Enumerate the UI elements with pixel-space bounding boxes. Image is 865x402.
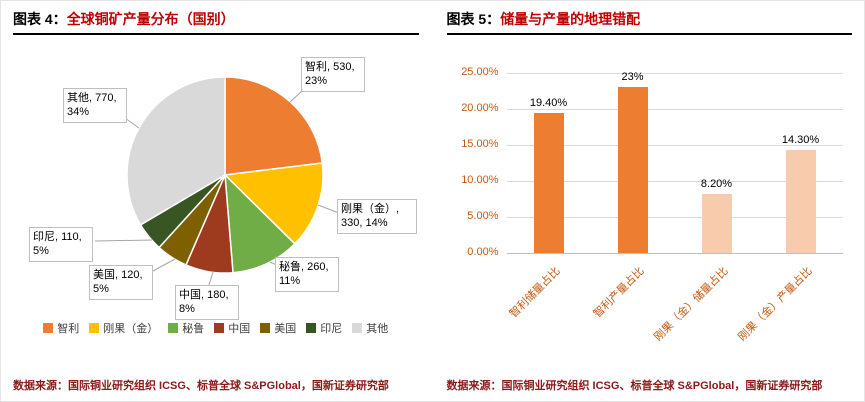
x-axis-line xyxy=(506,253,843,254)
legend-item-印尼: 印尼 xyxy=(306,320,342,336)
legend-item-智利: 智利 xyxy=(43,320,79,336)
figure-4-title: 图表 4：全球铜矿产量分布（国别） xyxy=(13,9,419,35)
bar-value-label-智利产量占比: 23% xyxy=(621,71,644,84)
legend-label: 中国 xyxy=(228,323,251,335)
figure-5-label: 图表 5： xyxy=(446,11,501,27)
leader-line-6 xyxy=(124,117,140,129)
pie-callout-印尼: 印尼, 110, 5% xyxy=(29,227,93,262)
pie-slice-刚果（金） xyxy=(223,162,324,245)
leader-line-3 xyxy=(208,271,214,286)
x-tick-label-刚果（金）产量占比: 刚果（金）产量占比 xyxy=(736,265,815,344)
bar-刚果（金）储量占比 xyxy=(701,193,732,253)
pie-callout-其他: 其他, 770, 34% xyxy=(63,88,127,123)
bar-智利储量占比 xyxy=(533,113,564,253)
pie-plot xyxy=(94,76,340,286)
gridline-5 xyxy=(506,217,843,218)
figure-5-panel: 图表 5：储量与产量的地理错配 0.00% 5.00% 10.00% 15.00% 20… xyxy=(446,9,853,395)
y-tick-label-15: 15.00% xyxy=(461,138,499,150)
legend-label: 美国 xyxy=(274,323,297,335)
bar-刚果（金）产量占比 xyxy=(785,150,816,253)
pie-callout-美国: 美国, 120, 5% xyxy=(89,265,153,300)
legend-label: 刚果（金） xyxy=(103,323,159,335)
figure-4-title-text: 全球铜矿产量分布（国别） xyxy=(66,11,235,27)
y-tick-label-10: 10.00% xyxy=(461,174,499,186)
pie-callout-智利: 智利, 530, 23% xyxy=(301,57,365,92)
y-tick-label-20: 20.00% xyxy=(461,102,499,114)
legend-item-秘鲁: 秘鲁 xyxy=(168,320,204,336)
legend-swatch-icon xyxy=(352,323,363,333)
x-tick-label-智利产量占比: 智利产量占比 xyxy=(591,265,647,321)
leader-line-1 xyxy=(317,204,340,214)
legend-swatch-icon xyxy=(168,323,179,333)
pie-slice-秘鲁 xyxy=(224,173,296,274)
figure-5-source: 数据来源：国际铜业研究组织 ICSG、标普全球 S&PGlobal，国新证券研究… xyxy=(446,380,823,393)
legend-item-刚果（金）: 刚果（金） xyxy=(89,320,158,336)
figure-4-panel: 图表 4：全球铜矿产量分布（国别） 智利, 530, 23% 刚果（金）, 330… xyxy=(13,9,419,395)
pie-callout-秘鲁: 秘鲁, 260, 11% xyxy=(275,257,339,292)
legend-item-中国: 中国 xyxy=(214,320,250,336)
bar-value-label-智利储量占比: 19.40% xyxy=(529,97,568,110)
x-tick-label-刚果（金）储量占比: 刚果（金）储量占比 xyxy=(652,265,731,344)
leader-line-4 xyxy=(152,258,176,272)
pie-callout-刚果（金）: 刚果（金）, 330, 14% xyxy=(337,199,417,234)
figure-5-title-text: 储量与产量的地理错配 xyxy=(500,11,641,27)
bar-value-label-刚果（金）产量占比: 14.30% xyxy=(781,134,820,147)
x-tick-label-智利储量占比: 智利储量占比 xyxy=(507,265,563,321)
pie-callout-中国: 中国, 180, 8% xyxy=(175,285,239,320)
bar-value-label-刚果（金）储量占比: 8.20% xyxy=(700,177,733,190)
pie-slice-智利 xyxy=(224,76,324,176)
legend-swatch-icon xyxy=(260,323,271,333)
figure-4-label: 图表 4： xyxy=(13,11,67,27)
gridline-20 xyxy=(506,109,843,110)
y-tick-label-25: 25.00% xyxy=(461,66,499,78)
legend-swatch-icon xyxy=(214,323,225,333)
legend-item-其他: 其他 xyxy=(352,320,388,336)
figure-4-source: 数据来源：国际铜业研究组织 ICSG、标普全球 S&PGlobal，国新证券研究… xyxy=(13,380,389,393)
legend-swatch-icon xyxy=(306,323,317,333)
pie-legend: 智利 刚果（金） 秘鲁 中国 美国 印尼 其他 xyxy=(13,317,419,339)
pie-slice-其他 xyxy=(126,76,226,226)
y-tick-label-0: 0.00% xyxy=(467,246,499,258)
y-tick-label-5: 5.00% xyxy=(467,210,499,222)
legend-label: 印尼 xyxy=(320,323,343,335)
legend-label: 智利 xyxy=(57,323,80,335)
figure-5-title: 图表 5：储量与产量的地理错配 xyxy=(446,9,852,35)
bar-智利产量占比 xyxy=(617,87,648,253)
legend-item-美国: 美国 xyxy=(260,320,296,336)
pie-chart: 智利, 530, 23% 刚果（金）, 330, 14% 秘鲁, 260, 11% 中… xyxy=(13,35,419,320)
gridline-10 xyxy=(506,181,843,182)
gridline-25 xyxy=(506,73,843,74)
gridline-15 xyxy=(506,145,843,146)
legend-swatch-icon xyxy=(89,323,100,333)
legend-label: 秘鲁 xyxy=(182,323,205,335)
bar-chart: 0.00% 5.00% 10.00% 15.00% 20.00% 25.00% 19.40%… xyxy=(447,35,853,344)
legend-swatch-icon xyxy=(43,323,54,333)
legend-label: 其他 xyxy=(366,323,389,335)
leader-line-5 xyxy=(94,239,153,242)
